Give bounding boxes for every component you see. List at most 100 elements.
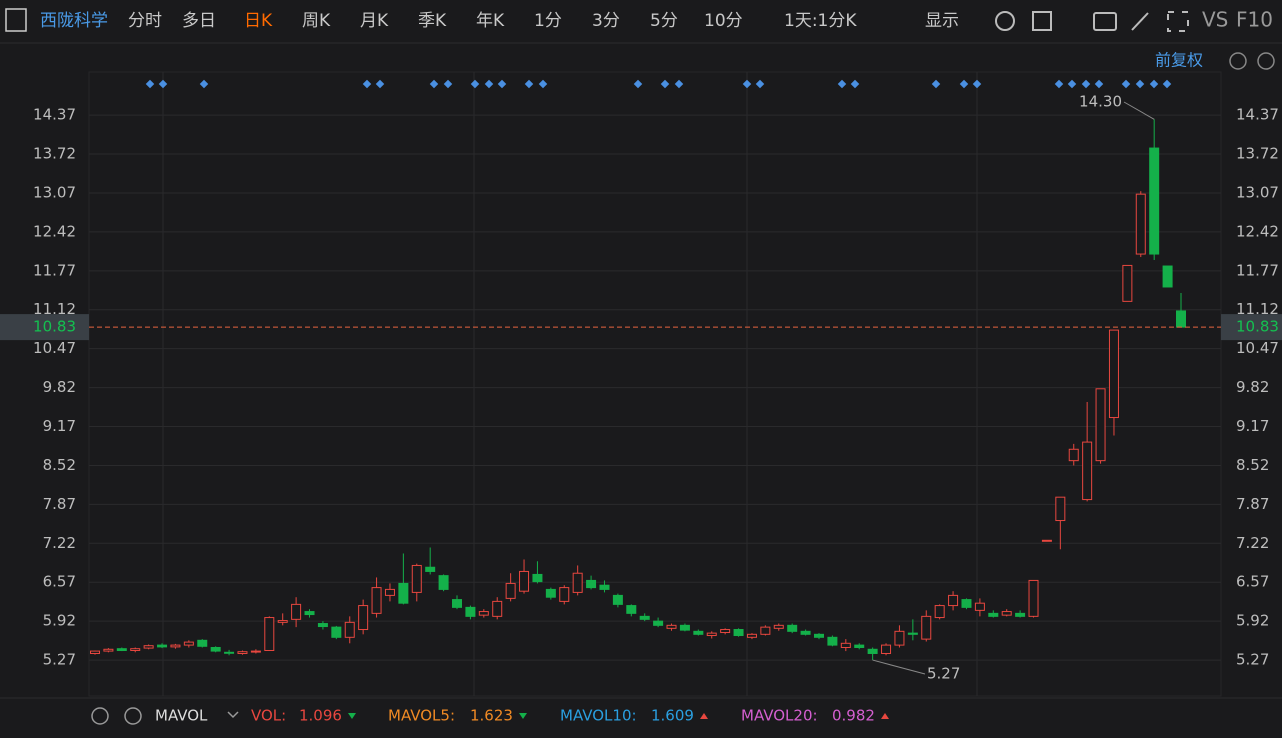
- undo-icon[interactable]: [1229, 52, 1247, 70]
- indicator-values: VOL: 1.096 MAVOL5: 1.623 MAVOL10: 1.609 MAVOL2…: [227, 707, 889, 725]
- last-price-tag: [1221, 314, 1282, 341]
- pen-icon[interactable]: [1131, 12, 1149, 31]
- event-marker[interactable]: [375, 79, 385, 89]
- indicator-value: 1.609: [651, 707, 694, 725]
- candle-body: [907, 632, 918, 635]
- event-marker[interactable]: [443, 79, 453, 89]
- y-tick-label: 11.12: [33, 300, 76, 318]
- candle-body: [1001, 611, 1012, 616]
- candle-body: [800, 630, 811, 635]
- candle-body: [250, 650, 261, 653]
- plot-frame: [88, 71, 1222, 697]
- y-tick-label: 5.92: [1236, 612, 1269, 630]
- indicator-value: 0.982: [832, 707, 875, 725]
- f10-button[interactable]: F10: [1236, 8, 1273, 32]
- candle-body: [1176, 310, 1186, 328]
- box-icon[interactable]: [1032, 11, 1052, 31]
- candle-body: [733, 629, 744, 637]
- period-select[interactable]: 1天:1分K: [784, 11, 857, 31]
- min-label: 5.27: [927, 665, 960, 683]
- candle-body: [170, 644, 181, 648]
- y-tick-label: 8.52: [43, 456, 76, 474]
- candle-body: [237, 651, 248, 654]
- event-marker[interactable]: [362, 79, 372, 89]
- tab[interactable]: 1分: [534, 11, 562, 31]
- tab[interactable]: 年K: [476, 11, 505, 31]
- tab[interactable]: 日K: [244, 11, 273, 31]
- tab[interactable]: 周K: [302, 11, 331, 31]
- stock-name[interactable]: 西陇科学: [40, 11, 108, 31]
- y-tick-label: 8.52: [1236, 456, 1269, 474]
- candle-body: [532, 573, 543, 583]
- candle-body: [183, 641, 194, 646]
- y-tick-label: 14.37: [1236, 106, 1279, 124]
- candle-body: [103, 648, 114, 652]
- candle-body: [304, 611, 315, 616]
- candle-body: [1135, 193, 1146, 255]
- y-tick-label: 13.72: [33, 145, 76, 163]
- indicator-settings[interactable]: [91, 707, 109, 725]
- candle-body: [1055, 496, 1066, 522]
- vs-button[interactable]: VS: [1202, 8, 1228, 32]
- candle-body: [867, 648, 878, 654]
- candle-body: [143, 645, 154, 649]
- dropdown-arrow[interactable]: [227, 711, 239, 719]
- tab[interactable]: 多日: [182, 11, 216, 31]
- candle-body: [1108, 329, 1119, 419]
- fullscreen-icon[interactable]: [1167, 11, 1189, 32]
- candle-body: [425, 566, 436, 572]
- menu-icon[interactable]: [5, 8, 27, 32]
- candle-body: [210, 646, 221, 652]
- y-tick-label: 10.47: [1236, 339, 1279, 357]
- zoom-out-icon[interactable]: [1257, 52, 1275, 70]
- indicator-value: 1.096: [299, 707, 342, 725]
- candle-body: [130, 648, 141, 651]
- event-marker[interactable]: [429, 79, 439, 89]
- tab[interactable]: 分时: [128, 11, 162, 31]
- candle-body: [934, 605, 945, 619]
- candle-body: [1095, 388, 1106, 462]
- camera-icon[interactable]: [1093, 12, 1117, 31]
- y-tick-label: 7.87: [1236, 495, 1269, 513]
- candle-body: [1149, 147, 1160, 255]
- candle-body: [1068, 448, 1079, 462]
- candle-body: [545, 588, 556, 598]
- indicator-name[interactable]: MAVOL: [155, 707, 208, 725]
- tab[interactable]: 3分: [592, 11, 620, 31]
- candle-body: [478, 611, 489, 616]
- candle-body: [679, 624, 690, 631]
- adjust-button[interactable]: 前复权: [1155, 51, 1203, 70]
- candle-body: [612, 594, 623, 605]
- trend-arrow: [881, 713, 889, 719]
- tab[interactable]: 月K: [360, 11, 389, 31]
- tab[interactable]: 10分: [704, 11, 743, 31]
- last-price-tag: [0, 314, 89, 341]
- y-tick-label: 5.27: [43, 651, 76, 669]
- candle-body: [572, 572, 583, 593]
- candle-body: [438, 575, 449, 590]
- event-marker[interactable]: [497, 79, 507, 89]
- candle-body: [277, 620, 288, 623]
- event-marker[interactable]: [470, 79, 480, 89]
- candle-body: [224, 651, 235, 654]
- trend-arrow: [348, 713, 356, 719]
- last-price-label: 10.83: [33, 318, 76, 336]
- tab[interactable]: 季K: [418, 11, 447, 31]
- tab[interactable]: 5分: [650, 11, 678, 31]
- event-marker[interactable]: [158, 79, 168, 89]
- display-select[interactable]: 显示: [925, 11, 959, 31]
- candle-body: [116, 648, 127, 651]
- candle-body: [157, 644, 168, 648]
- settings-icon[interactable]: [995, 11, 1015, 31]
- indicator-close[interactable]: [124, 707, 142, 725]
- candle-body: [666, 624, 677, 629]
- event-marker[interactable]: [484, 79, 494, 89]
- event-marker[interactable]: [199, 79, 209, 89]
- candle-body: [331, 626, 342, 638]
- candle-body: [948, 594, 959, 607]
- candle-body: [492, 600, 503, 617]
- y-tick-label: 9.17: [1236, 417, 1269, 435]
- candle-body: [519, 570, 530, 592]
- event-marker[interactable]: [145, 79, 155, 89]
